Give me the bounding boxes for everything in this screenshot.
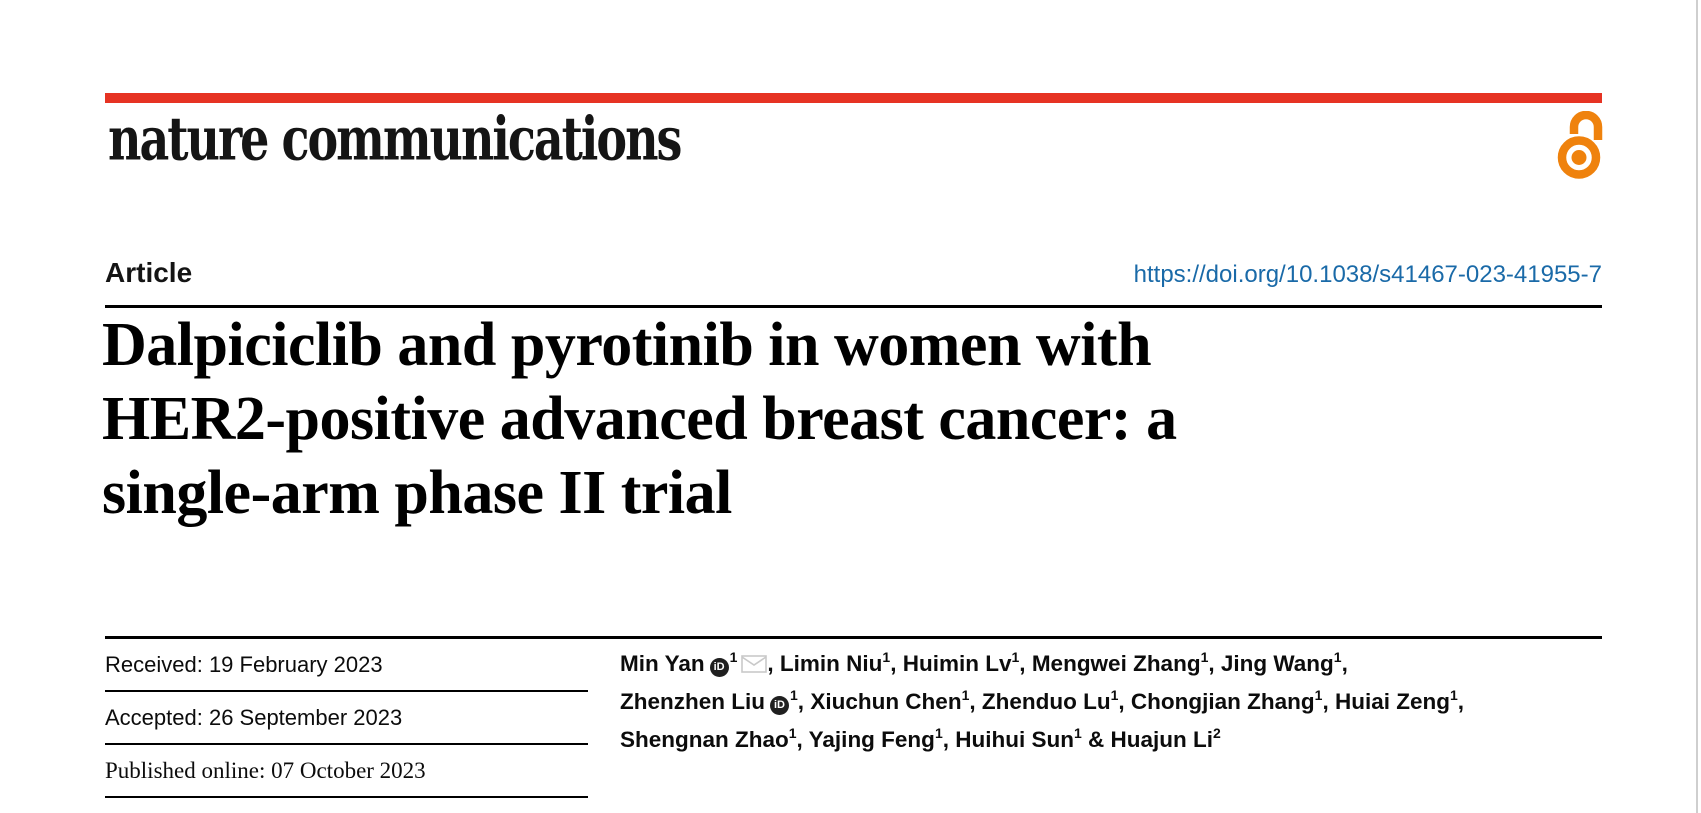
doi-link[interactable]: https://doi.org/10.1038/s41467-023-41955… [1133, 261, 1602, 288]
author-affiliation-superscript: 2 [1213, 725, 1221, 741]
author-name: Limin Niu [779, 651, 883, 676]
header-divider-rule [105, 305, 1602, 308]
author-name: Xiuchun Chen [810, 689, 962, 714]
received-date: Received: 19 February 2023 [105, 639, 588, 692]
author-line: Zhenzhen Liu iD1, Xiuchun Chen1, Zhenduo … [620, 687, 1465, 715]
email-icon[interactable] [741, 655, 768, 673]
author-name: Huihui Sun [955, 727, 1074, 752]
author-line: Shengnan Zhao1, Yajing Feng1, Huihui Sun… [620, 725, 1221, 752]
author-name: Huimin Lv [902, 651, 1012, 676]
author-affiliation-superscript: 1 [1333, 649, 1342, 665]
published-online-date: Published online: 07 October 2023 [105, 745, 588, 798]
author-line: Min Yan iD1, Limin Niu1, Huimin Lv1, Meng… [620, 649, 1348, 677]
metadata-divider-rule [105, 636, 1602, 639]
orcid-icon[interactable]: iD [709, 658, 729, 677]
author-affiliation-superscript: 1 [934, 725, 943, 741]
brand-red-bar [105, 93, 1602, 103]
page-title: Dalpiciclib and pyrotinib in women with … [102, 308, 1502, 530]
author-name: Yajing Feng [808, 727, 935, 752]
page-title-line-1: Dalpiciclib and pyrotinib in women with [102, 311, 1152, 379]
author-name: Min Yan [620, 651, 705, 676]
author-name: Zhenduo Lu [981, 689, 1111, 714]
author-name: Mengwei Zhang [1031, 651, 1201, 676]
author-name: Huajun Li [1110, 727, 1214, 752]
author-affiliation-superscript: 1 [1449, 687, 1458, 703]
author-affiliation-superscript: 1 [1200, 649, 1209, 665]
author-affiliation-superscript: 1 [882, 649, 891, 665]
author-name: Huiai Zeng [1334, 689, 1450, 714]
author-name: Shengnan Zhao [620, 727, 789, 752]
author-affiliation-superscript: 1 [961, 687, 970, 703]
window-edge-line [1696, 0, 1698, 813]
author-affiliation-superscript: 1 [1011, 649, 1020, 665]
article-history: Received: 19 February 2023 Accepted: 26 … [105, 639, 588, 798]
author-affiliation-superscript: 1 [1073, 725, 1082, 741]
author-name: Zhenzhen Liu [620, 689, 765, 714]
page-title-line-3: single-arm phase II trial [102, 459, 732, 527]
open-access-icon [1557, 111, 1603, 179]
author-affiliation-superscript: 1 [1314, 687, 1323, 703]
article-type-label: Article [105, 257, 193, 288]
page-title-line-2: HER2-positive advanced breast cancer: a [102, 385, 1177, 453]
accepted-date: Accepted: 26 September 2023 [105, 692, 588, 745]
author-name: Jing Wang [1220, 651, 1334, 676]
author-affiliation-superscript: 1 [1110, 687, 1119, 703]
author-affiliation-superscript: 1 [788, 725, 797, 741]
author-list: Min Yan iD1, Limin Niu1, Huimin Lv1, Meng… [620, 646, 1630, 760]
journal-logo: nature communications [108, 103, 682, 174]
author-affiliation-superscript: 1 [790, 687, 798, 703]
author-name: Chongjian Zhang [1130, 689, 1315, 714]
orcid-icon[interactable]: iD [770, 696, 789, 715]
author-affiliation-superscript: 1 [729, 649, 738, 665]
